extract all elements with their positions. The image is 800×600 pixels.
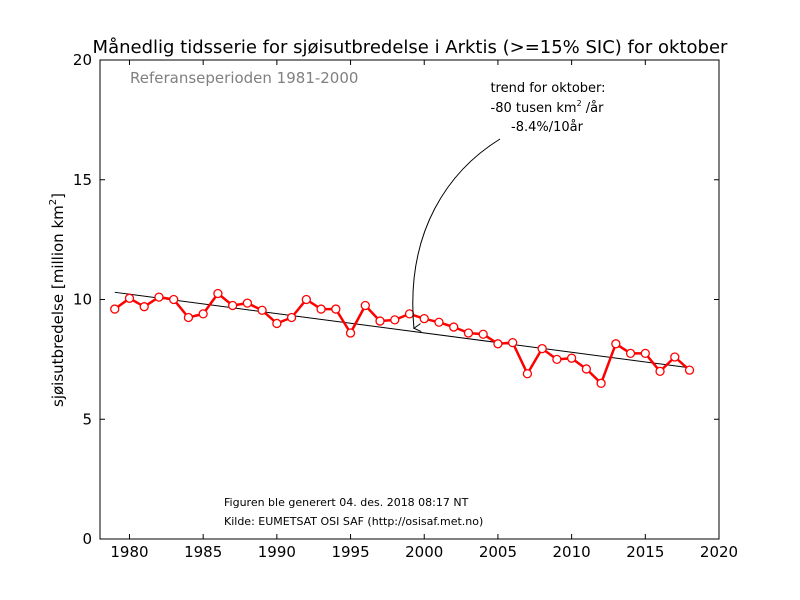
data-point — [360, 300, 370, 311]
data-point — [596, 378, 606, 388]
chart-title: Månedlig tidsserie for sjøisutbredelse i… — [93, 37, 728, 58]
x-tick-label: 2010 — [553, 543, 591, 561]
data-point — [537, 343, 547, 354]
data-point — [110, 304, 120, 314]
x-tick-label: 2000 — [405, 543, 443, 561]
data-point — [449, 322, 459, 332]
annotation-arrow — [412, 138, 501, 333]
y-tick-label: 0 — [82, 530, 92, 548]
data-point — [434, 317, 444, 327]
annotation-line3: -8.4%/10år — [511, 120, 584, 135]
y-tick-label: 5 — [82, 410, 92, 428]
data-point — [375, 316, 385, 326]
data-point — [493, 339, 503, 349]
data-point — [345, 328, 356, 338]
data-point — [316, 304, 326, 314]
data-point — [655, 366, 665, 377]
data-point — [552, 354, 562, 365]
data-point — [390, 315, 400, 325]
data-point — [169, 294, 179, 305]
series-line — [113, 292, 691, 385]
annotation-line2: -80 tusen km2 /år — [491, 99, 605, 116]
series-markers — [110, 288, 695, 388]
data-point — [463, 328, 474, 338]
x-tick-label: 1985 — [184, 543, 222, 561]
y-tick-label: 15 — [73, 171, 92, 189]
x-tick-label: 1990 — [258, 543, 296, 561]
x-tick-label: 2020 — [700, 543, 738, 561]
y-tick-label: 10 — [73, 291, 92, 309]
data-point — [611, 339, 621, 349]
data-point — [198, 309, 208, 319]
data-point — [404, 309, 415, 319]
annotation-line1: trend for oktober: — [490, 81, 605, 96]
data-point — [183, 312, 194, 323]
data-point — [242, 298, 253, 308]
data-point — [213, 288, 223, 299]
x-tick-label: 1995 — [331, 543, 369, 561]
x-tick-label: 2005 — [479, 543, 517, 561]
footnote-line1: Figuren ble generert 04. des. 2018 08:17… — [224, 496, 469, 509]
data-point — [301, 294, 311, 305]
data-point — [566, 353, 577, 363]
x-tick-label: 1980 — [110, 543, 148, 561]
data-point — [684, 365, 695, 375]
data-point — [257, 305, 267, 315]
data-point — [508, 337, 518, 348]
data-point — [272, 318, 282, 329]
data-point — [154, 292, 164, 302]
data-point — [478, 329, 488, 339]
footnote-line2: Kilde: EUMETSAT OSI SAF (http://osisaf.m… — [224, 515, 483, 528]
y-tick-label: 20 — [73, 51, 92, 69]
axes: 1980 1985 1990 1995 2000 2005 2010 2015 20200510… — [73, 51, 738, 561]
y-axis-label: sjøisutbredelse [million km2] — [48, 193, 67, 407]
data-point — [625, 348, 636, 359]
data-point — [640, 348, 650, 359]
data-point — [331, 304, 341, 314]
data-point — [124, 293, 135, 303]
data-point — [581, 364, 592, 374]
data-point — [286, 312, 297, 323]
data-point — [419, 314, 429, 324]
data-point — [227, 300, 238, 311]
data-point — [522, 369, 533, 379]
data-point — [139, 302, 149, 312]
x-tick-label: 2015 — [626, 543, 664, 561]
plot-area — [99, 59, 720, 540]
subtitle: Referanseperioden 1981-2000 — [130, 69, 358, 87]
data-point — [670, 352, 680, 362]
